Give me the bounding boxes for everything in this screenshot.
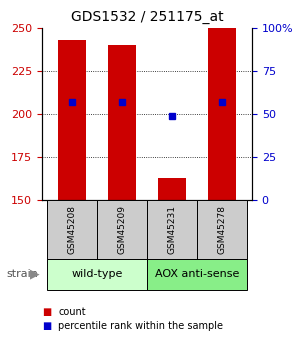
Bar [147,259,247,290]
Bar [197,200,247,259]
Text: ▶: ▶ [30,268,39,281]
Title: GDS1532 / 251175_at: GDS1532 / 251175_at [71,10,223,24]
Bar [47,259,147,290]
Text: GSM45278: GSM45278 [218,205,226,254]
Bar [208,28,236,200]
Text: ■: ■ [42,321,51,331]
Text: GSM45208: GSM45208 [68,205,76,254]
Text: count: count [58,307,86,317]
Text: percentile rank within the sample: percentile rank within the sample [58,321,224,331]
Text: ■: ■ [42,307,51,317]
Text: GSM45231: GSM45231 [167,205,176,254]
Text: wild-type: wild-type [71,269,123,279]
Bar [58,40,86,200]
Bar [47,200,97,259]
Bar [108,45,136,200]
Text: GSM45209: GSM45209 [118,205,127,254]
Text: strain: strain [6,269,38,279]
Bar [97,200,147,259]
Bar [158,178,186,200]
Bar [147,200,197,259]
Text: AOX anti-sense: AOX anti-sense [155,269,239,279]
